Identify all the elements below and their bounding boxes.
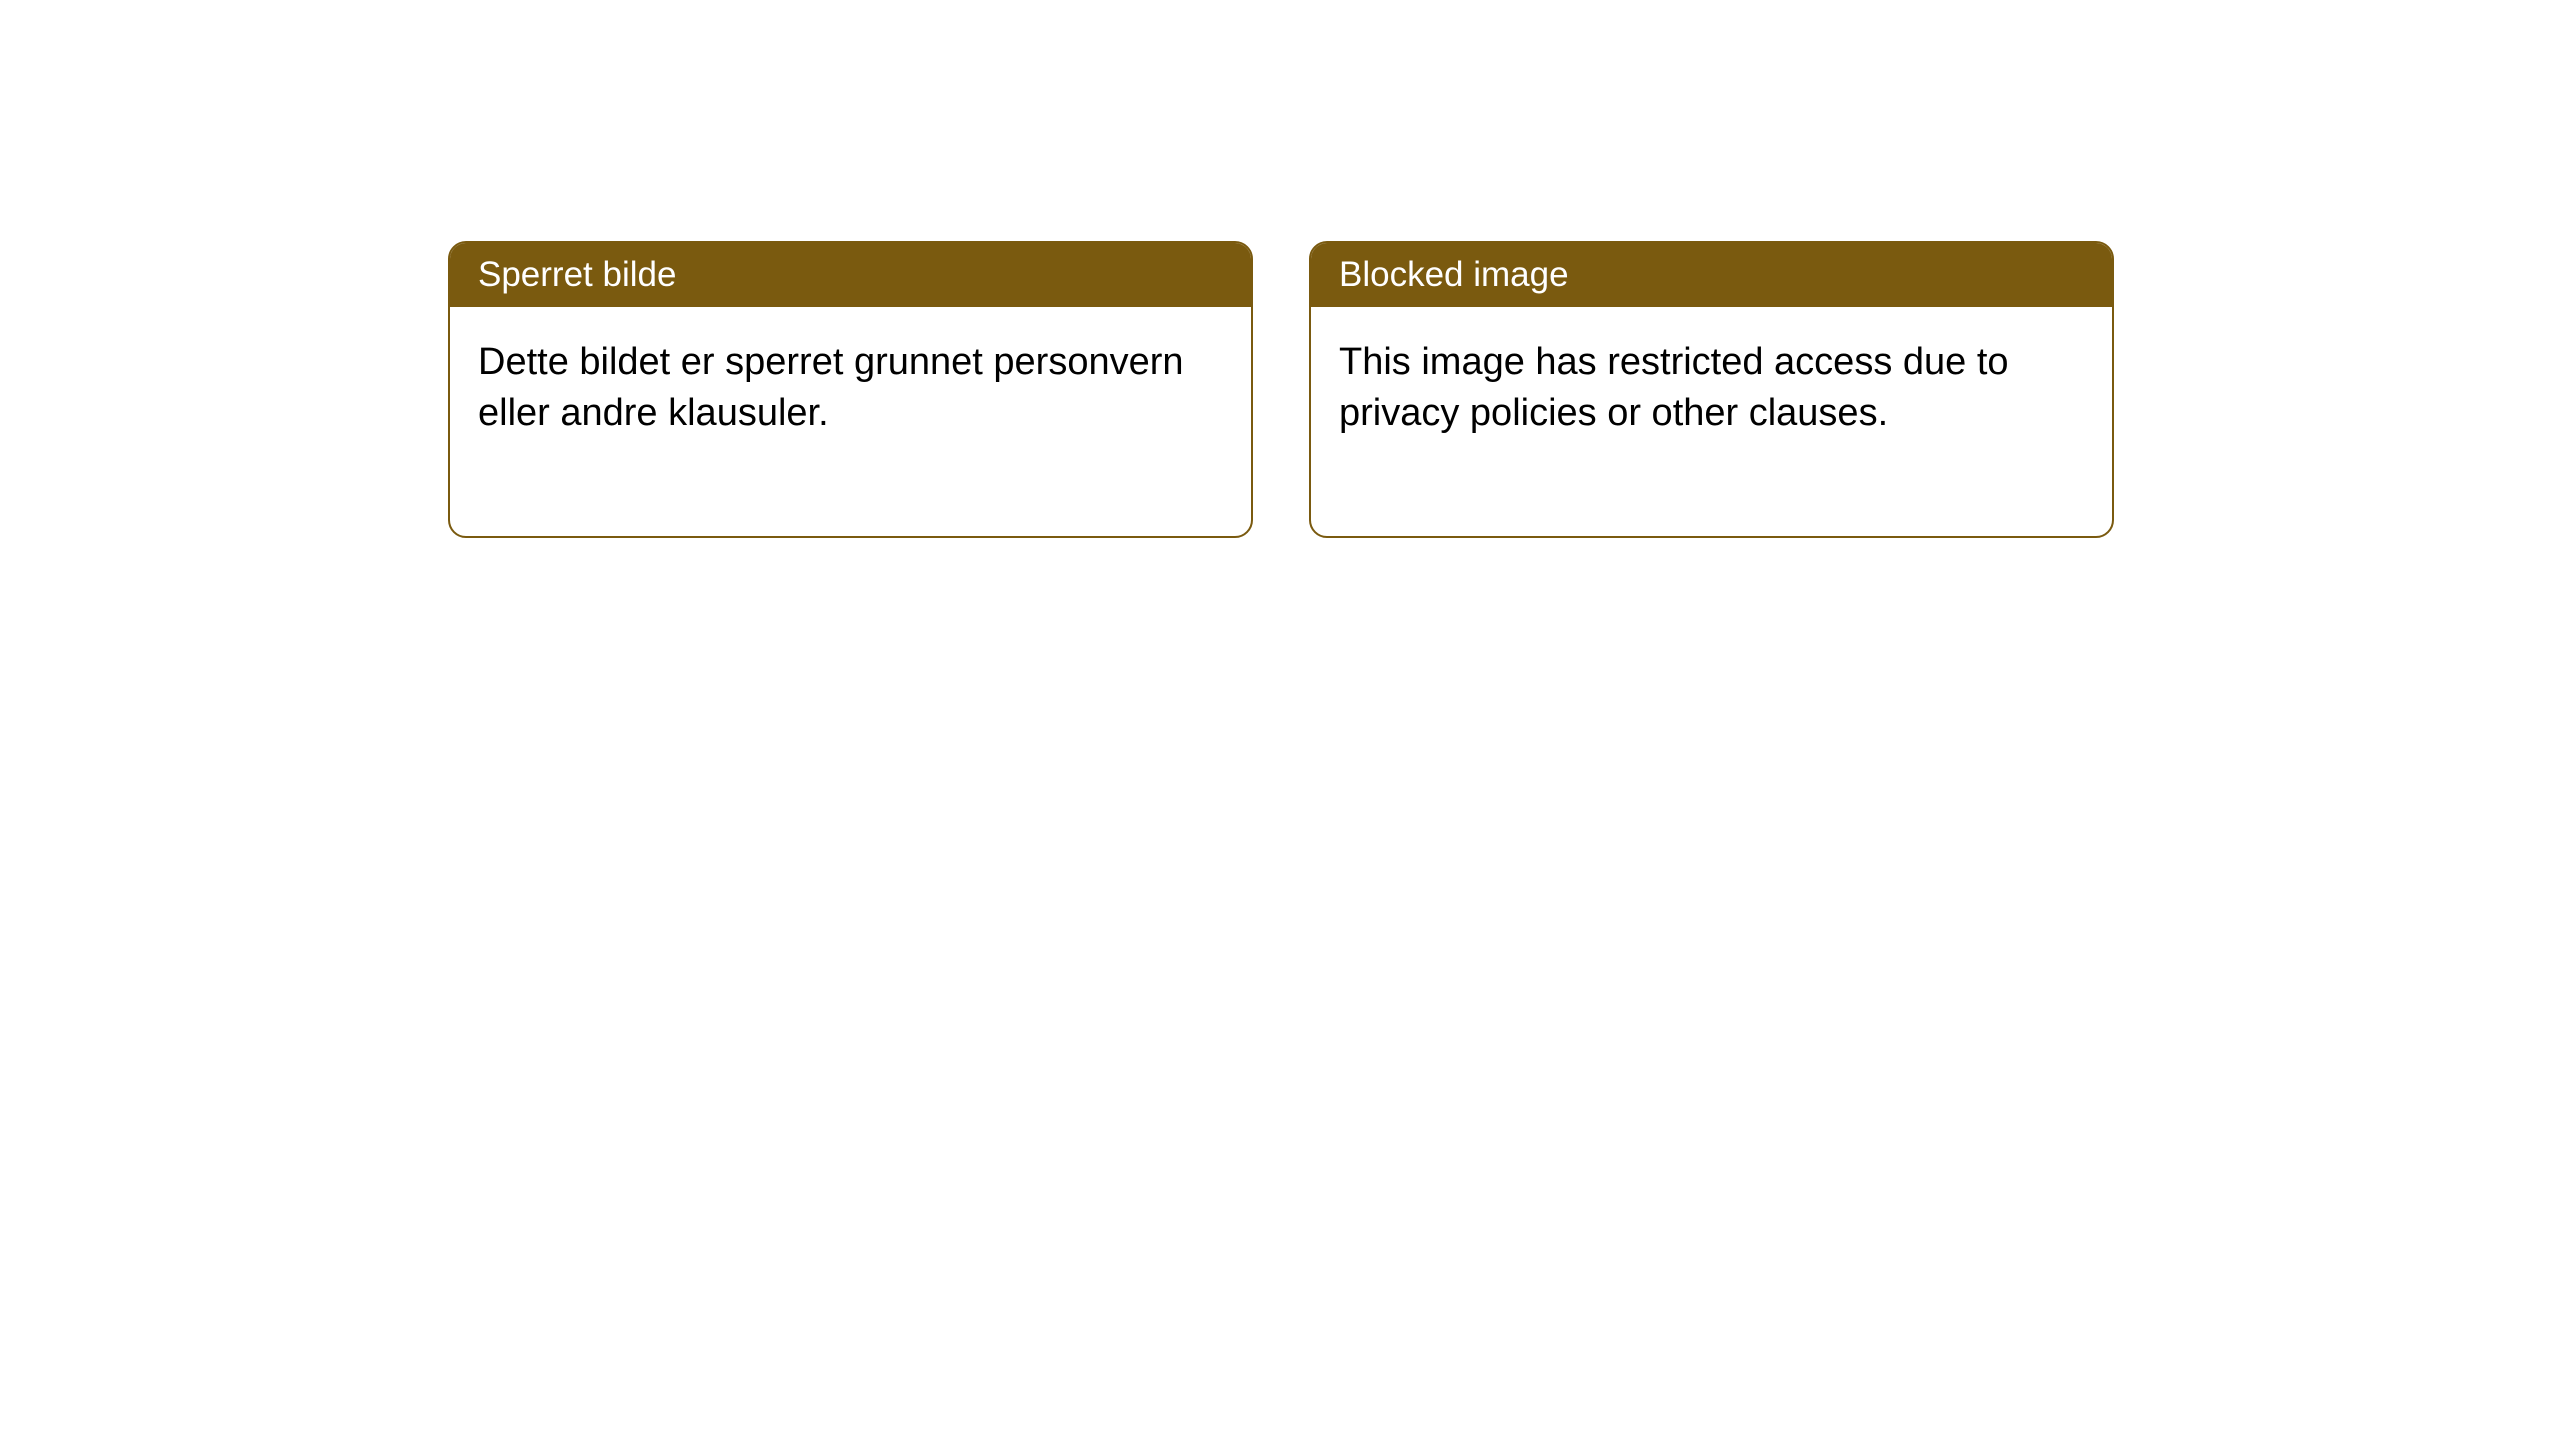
notice-body-english: This image has restricted access due to … [1311, 307, 2112, 536]
notice-header-english: Blocked image [1311, 243, 2112, 307]
notice-title: Blocked image [1339, 255, 1569, 294]
notice-body-text: Dette bildet er sperret grunnet personve… [478, 341, 1184, 434]
notice-card-english: Blocked image This image has restricted … [1309, 241, 2114, 538]
notice-title: Sperret bilde [478, 255, 676, 294]
notice-container: Sperret bilde Dette bildet er sperret gr… [0, 0, 2560, 538]
notice-card-norwegian: Sperret bilde Dette bildet er sperret gr… [448, 241, 1253, 538]
notice-header-norwegian: Sperret bilde [450, 243, 1251, 307]
notice-body-text: This image has restricted access due to … [1339, 341, 2009, 434]
notice-body-norwegian: Dette bildet er sperret grunnet personve… [450, 307, 1251, 536]
